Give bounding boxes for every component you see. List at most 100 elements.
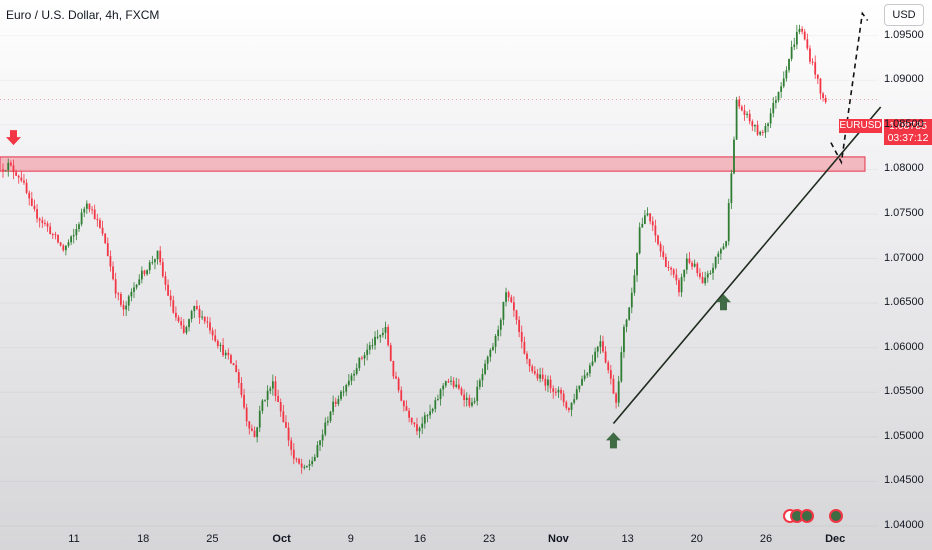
candle (172, 300, 175, 313)
candle (413, 422, 416, 425)
candle (169, 295, 172, 301)
price-tick-label: 1.05000 (884, 429, 924, 442)
candle (7, 162, 10, 171)
candle (114, 279, 117, 294)
candle (457, 384, 460, 389)
candle (203, 316, 206, 322)
candle (586, 373, 589, 376)
candle (256, 427, 259, 438)
candle (528, 359, 531, 367)
candle (311, 461, 314, 465)
candle (156, 250, 159, 260)
candle (232, 363, 235, 366)
candle (510, 297, 513, 303)
candle (678, 280, 680, 293)
candle (533, 371, 536, 374)
time-tick-label: 26 (759, 533, 773, 545)
candle (334, 401, 337, 404)
candle (33, 205, 36, 210)
candle (423, 415, 426, 424)
candle (389, 345, 392, 361)
candle (499, 319, 502, 330)
candle (2, 169, 4, 172)
resistance-zone (0, 156, 866, 172)
candle (547, 379, 549, 386)
candle (463, 394, 466, 400)
candle (544, 378, 547, 386)
markers (0, 99, 878, 449)
event-dot-icon[interactable] (800, 509, 814, 523)
candle (30, 198, 33, 206)
candle (641, 223, 644, 228)
candle (801, 28, 803, 32)
candle (185, 327, 188, 333)
candle (733, 139, 735, 174)
price-tick-label: 1.04000 (884, 519, 924, 531)
candle (326, 420, 329, 423)
candle (696, 263, 699, 274)
candle (735, 99, 738, 140)
candle (785, 70, 788, 79)
arrow-down-marker-icon (5, 130, 21, 146)
candle (588, 365, 591, 374)
candle (615, 393, 617, 403)
candle (507, 292, 510, 298)
candle (617, 381, 620, 403)
price-tick-label: 1.06000 (884, 340, 924, 353)
candle (358, 357, 361, 369)
time-tick-label: 18 (137, 533, 150, 545)
candle (494, 336, 497, 347)
candle (376, 336, 379, 338)
candle (562, 393, 565, 403)
candle (442, 385, 445, 390)
candle (12, 165, 15, 173)
candle (743, 110, 746, 115)
candle (604, 351, 607, 363)
candle (649, 213, 652, 222)
candle (764, 126, 767, 133)
candle (539, 374, 541, 379)
candle (712, 267, 714, 273)
candle (410, 417, 413, 423)
candle (725, 241, 728, 247)
candle (492, 346, 494, 350)
candle (581, 378, 583, 386)
candle (222, 344, 224, 356)
candle (437, 399, 439, 401)
candle (122, 304, 125, 310)
candle (96, 219, 99, 221)
candle (151, 262, 154, 264)
candle (536, 373, 539, 379)
candle (164, 276, 167, 285)
candle (609, 370, 612, 379)
trendline-layer[interactable] (612, 11, 882, 424)
candle (133, 287, 135, 292)
currency-button[interactable]: USD (884, 4, 924, 26)
event-dot-icon[interactable] (829, 509, 843, 523)
candle (513, 302, 515, 311)
candle (93, 209, 96, 220)
resistance-zone-layer (0, 156, 866, 172)
candle (699, 273, 701, 277)
candle (541, 374, 544, 379)
candle (85, 203, 88, 209)
candle (368, 345, 371, 350)
candle (161, 262, 164, 277)
candle (685, 258, 688, 270)
grid (0, 35, 878, 527)
time-tick-label: 16 (413, 533, 427, 545)
candle (201, 316, 204, 318)
candle (727, 203, 730, 242)
candle (306, 465, 308, 467)
candle (64, 245, 67, 251)
candle (644, 215, 646, 224)
price-tick-label: 1.07500 (884, 206, 924, 219)
candle (44, 222, 46, 224)
candle (59, 242, 62, 246)
candle (54, 234, 57, 236)
candle (347, 380, 350, 386)
candle (520, 332, 523, 342)
arrow-up-marker-icon (605, 432, 621, 449)
